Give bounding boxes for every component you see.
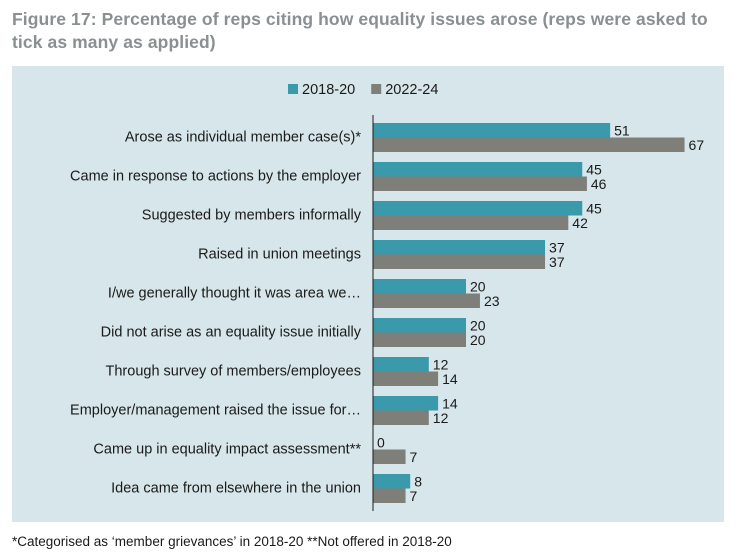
bar-2022-24 — [373, 137, 685, 152]
bar-2022-24 — [373, 410, 429, 425]
value-label-2018-20: 12 — [433, 357, 449, 373]
bar-2018-20 — [373, 474, 411, 489]
category-label: I/we generally thought it was area we… — [108, 286, 361, 302]
bar-2018-20 — [373, 123, 611, 138]
bar-2022-24 — [373, 176, 587, 191]
bar-2018-20 — [373, 279, 466, 294]
bar-2018-20 — [373, 396, 439, 411]
value-label-2022-24: 20 — [470, 332, 486, 348]
value-label-2018-20: 14 — [442, 396, 458, 412]
category-label: Arose as individual member case(s)* — [125, 130, 361, 146]
category-label: Suggested by members informally — [142, 208, 362, 224]
value-label-2022-24: 37 — [549, 254, 565, 270]
bar-2022-24 — [373, 371, 439, 386]
category-label: Idea came from elsewhere in the union — [111, 481, 361, 497]
value-label-2018-20: 8 — [414, 474, 422, 490]
bar-2018-20 — [373, 201, 583, 216]
bar-2022-24 — [373, 293, 480, 308]
value-label-2018-20: 20 — [470, 318, 486, 334]
value-label-2022-24: 23 — [484, 293, 500, 309]
category-label: Came up in equality impact assessment** — [93, 442, 361, 458]
value-label-2022-24: 67 — [689, 137, 705, 153]
category-label: Employer/management raised the issue for… — [70, 403, 361, 419]
value-label-2018-20: 51 — [614, 123, 630, 139]
value-label-2022-24: 7 — [410, 449, 418, 465]
value-label-2022-24: 12 — [433, 410, 449, 426]
value-label-2018-20: 45 — [586, 162, 602, 178]
bar-2018-20 — [373, 162, 583, 177]
bar-2018-20 — [373, 357, 429, 372]
chart-title: Figure 17: Percentage of reps citing how… — [12, 9, 708, 52]
value-label-2022-24: 7 — [410, 488, 418, 504]
value-label-2018-20: 0 — [377, 435, 385, 451]
legend-swatch-2022-24 — [371, 84, 382, 94]
footnote: *Categorised as ‘member grievances’ in 2… — [12, 534, 452, 549]
value-label-2018-20: 20 — [470, 279, 486, 295]
bar-2022-24 — [373, 332, 466, 347]
category-label: Came in response to actions by the emplo… — [70, 169, 361, 185]
category-label: Did not arise as an equality issue initi… — [101, 325, 362, 341]
bar-2022-24 — [373, 254, 546, 269]
value-label-2022-24: 42 — [572, 215, 588, 231]
value-label-2022-24: 46 — [591, 176, 607, 192]
legend-label-2018-20: 2018-20 — [302, 82, 355, 98]
bar-2022-24 — [373, 449, 406, 464]
legend-swatch-2018-20 — [288, 84, 298, 94]
value-label-2018-20: 37 — [549, 240, 565, 256]
bar-chart: 2018-20 2022-24 Arose as individual member… — [70, 82, 705, 511]
value-label-2018-20: 45 — [586, 201, 602, 217]
bar-2018-20 — [373, 240, 546, 255]
bar-2022-24 — [373, 488, 406, 503]
bar-2018-20 — [373, 318, 466, 333]
value-label-2022-24: 14 — [442, 371, 458, 387]
chart-panel: 2018-20 2022-24 Arose as individual member… — [12, 66, 724, 522]
category-label: Raised in union meetings — [198, 247, 361, 263]
category-label: Through survey of members/employees — [106, 364, 361, 380]
legend-label-2022-24: 2022-24 — [385, 82, 438, 98]
bar-2022-24 — [373, 215, 569, 230]
